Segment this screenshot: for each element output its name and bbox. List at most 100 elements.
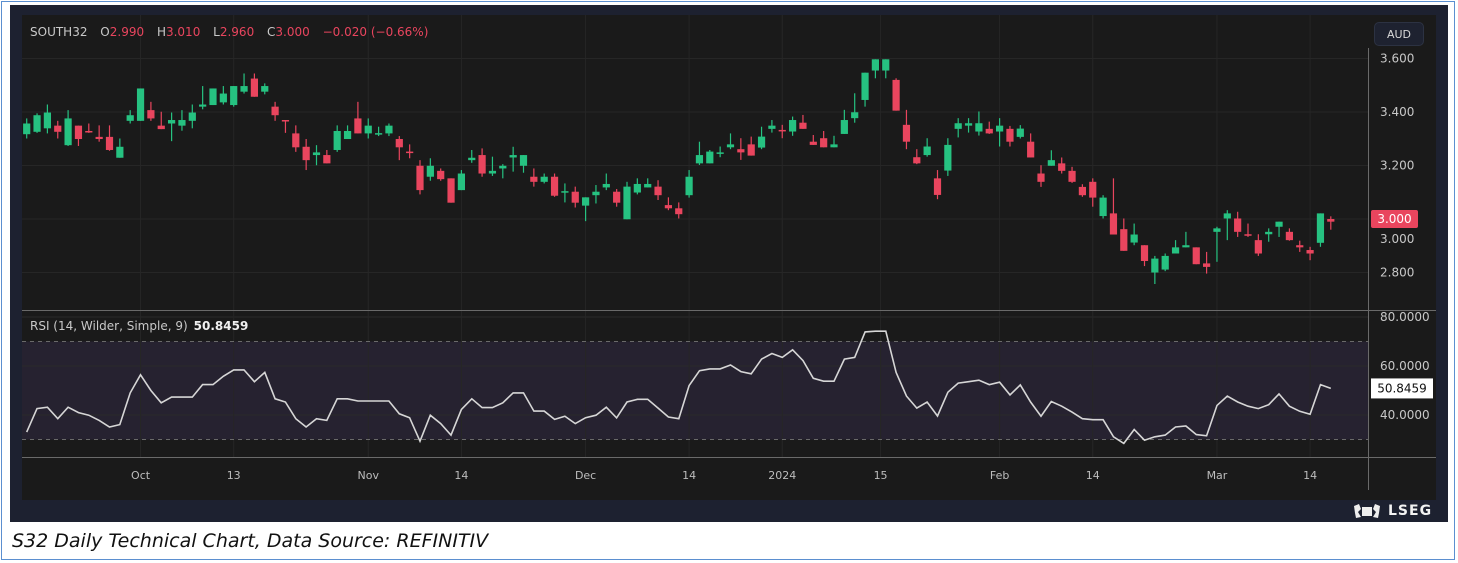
candle xyxy=(136,88,145,121)
candle xyxy=(592,185,600,204)
candle-body xyxy=(789,120,797,132)
candle xyxy=(757,126,766,150)
candle xyxy=(675,202,683,219)
x-tick-label: 15 xyxy=(874,469,888,482)
candle-body xyxy=(323,155,331,164)
candle xyxy=(1161,253,1169,272)
candle xyxy=(623,181,631,220)
candle xyxy=(1016,125,1024,139)
x-tick-label: 13 xyxy=(227,469,241,482)
candle-body xyxy=(447,178,455,203)
candle-body xyxy=(747,144,755,156)
candle-body xyxy=(116,146,124,158)
candle xyxy=(209,88,217,106)
candle xyxy=(416,160,424,195)
candle xyxy=(292,125,300,152)
candle xyxy=(975,111,983,136)
candle-body xyxy=(188,112,196,121)
candle-body xyxy=(1285,231,1293,241)
candle-body xyxy=(1254,240,1262,254)
candle-body xyxy=(519,155,528,166)
candle xyxy=(250,73,258,97)
candle xyxy=(530,168,538,187)
candle xyxy=(343,125,352,140)
candle-body xyxy=(1306,250,1314,254)
candle-body xyxy=(964,123,973,126)
candle-body xyxy=(1182,245,1190,248)
candle xyxy=(550,173,559,197)
candle-body xyxy=(1078,186,1086,196)
candle-body xyxy=(623,186,631,220)
candle xyxy=(851,93,859,123)
candle xyxy=(1047,150,1055,166)
candle xyxy=(199,86,207,110)
candle xyxy=(996,118,1004,147)
candle-body xyxy=(892,79,900,111)
x-tick-label: 14 xyxy=(454,469,468,482)
candle xyxy=(789,116,797,136)
candle-body xyxy=(1316,213,1325,243)
x-tick-label: Nov xyxy=(358,469,380,482)
candle-body xyxy=(840,120,848,134)
rsi-tick-label: 80.0000 xyxy=(1380,310,1430,324)
candle-body xyxy=(1037,173,1045,182)
candle-body xyxy=(830,144,838,148)
candle xyxy=(1109,178,1118,235)
candle xyxy=(509,146,517,172)
candle xyxy=(1130,223,1138,246)
candle-body xyxy=(778,129,786,132)
candle-body xyxy=(1006,128,1014,142)
candle xyxy=(54,120,62,139)
candle xyxy=(43,104,51,134)
candle xyxy=(426,158,434,181)
candle-body xyxy=(1203,263,1211,267)
candle xyxy=(219,86,227,105)
candle-body xyxy=(230,86,238,106)
rsi-band xyxy=(22,341,1368,440)
candle-body xyxy=(685,176,693,196)
candle xyxy=(695,141,704,165)
candle xyxy=(799,114,807,129)
candle xyxy=(271,101,279,121)
candle-body xyxy=(1058,163,1066,171)
candle xyxy=(1089,178,1097,207)
candle-body xyxy=(1213,228,1221,232)
candle-body xyxy=(64,118,72,146)
candle xyxy=(23,118,31,139)
candle xyxy=(1037,165,1045,187)
candle-body xyxy=(675,208,683,215)
currency-button[interactable]: AUD xyxy=(1374,22,1424,46)
high-value: 3.010 xyxy=(165,25,201,39)
candle xyxy=(281,120,290,133)
candle xyxy=(902,109,911,150)
candle-body xyxy=(385,125,393,134)
candle xyxy=(1192,247,1200,265)
candle xyxy=(613,189,621,207)
candle-body xyxy=(540,176,548,182)
lseg-logo: LSEG xyxy=(1352,502,1432,520)
candle xyxy=(333,125,341,152)
price-tick-label: 3.600 xyxy=(1380,52,1414,66)
candle-body xyxy=(406,151,414,154)
candle-body xyxy=(209,88,217,106)
price-tick-label: 3.000 xyxy=(1380,232,1414,246)
candle xyxy=(1058,157,1066,174)
candle xyxy=(1223,210,1231,241)
candle-body xyxy=(799,122,807,129)
candle-body xyxy=(416,165,424,191)
candle xyxy=(406,144,414,159)
candle-body xyxy=(809,141,817,145)
candle xyxy=(985,121,993,134)
x-tick-label: Dec xyxy=(575,469,596,482)
candle-body xyxy=(1192,247,1200,265)
candle-body xyxy=(354,118,362,134)
candle-body xyxy=(147,110,155,119)
candle xyxy=(478,148,486,177)
candle xyxy=(178,110,186,131)
candle-body xyxy=(478,155,486,174)
candle xyxy=(871,59,879,79)
candle xyxy=(747,136,755,156)
candle-body xyxy=(757,136,766,148)
